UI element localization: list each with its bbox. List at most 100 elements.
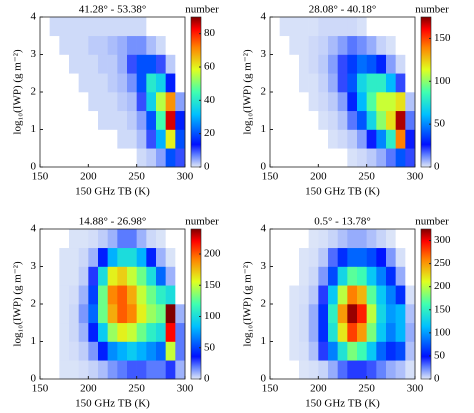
- heatmap-cell: [88, 304, 99, 324]
- heatmap-cell: [40, 285, 50, 305]
- y-tick-label: 3: [31, 260, 37, 272]
- x-tick-label: 150: [32, 383, 49, 395]
- heatmap-cell: [165, 54, 176, 74]
- heatmap-cell: [156, 341, 166, 361]
- heatmap-cell: [78, 129, 89, 149]
- heatmap-cell: [40, 35, 50, 55]
- heatmap-cell: [165, 110, 176, 130]
- heatmap-cell: [49, 341, 60, 361]
- heatmap-cell: [88, 17, 99, 37]
- x-tick-label: 200: [310, 383, 327, 395]
- y-tick-label: 1: [31, 123, 37, 135]
- heatmap-cell: [337, 247, 348, 267]
- y-axis-label: log₁₀(IWP) (g m⁻²): [12, 49, 24, 135]
- heatmap-cell: [88, 247, 99, 267]
- heatmap-cell: [175, 148, 186, 168]
- heatmap-cell: [107, 229, 118, 249]
- heatmap-cell: [299, 35, 309, 55]
- heatmap-cell: [136, 229, 147, 249]
- heatmap-cell: [357, 129, 367, 149]
- heatmap-cell: [279, 229, 290, 249]
- heatmap-cell: [136, 54, 147, 74]
- heatmap-cell: [59, 35, 70, 55]
- heatmap-cell: [279, 148, 290, 168]
- heatmap-cell: [395, 285, 406, 305]
- heatmap-cell: [357, 229, 367, 249]
- heatmap-cell: [405, 148, 416, 168]
- heatmap-cell: [165, 129, 176, 149]
- heatmap-cell: [289, 54, 300, 74]
- heatmap-cell: [318, 341, 329, 361]
- heatmap-cell: [78, 73, 89, 93]
- heatmap-cell: [376, 304, 387, 324]
- heatmap-cell: [175, 285, 186, 305]
- heatmap-cell: [328, 92, 338, 112]
- heatmap-cell: [78, 247, 89, 267]
- heatmap-cell: [49, 17, 60, 37]
- colorbar-tick-label: 150: [204, 279, 221, 291]
- heatmap-cell: [40, 304, 50, 324]
- y-axis-label: log₁₀(IWP) (g m⁻²): [12, 261, 24, 347]
- colorbar-tick-label: 0: [204, 161, 210, 173]
- heatmap-cell: [49, 266, 60, 286]
- heatmap-cell: [40, 148, 50, 168]
- heatmap-cell: [386, 247, 396, 267]
- x-tick-label: 250: [128, 383, 145, 395]
- heatmap-cell: [69, 73, 79, 93]
- heatmap-cell: [279, 341, 290, 361]
- heatmap-cell: [127, 92, 137, 112]
- heatmap-cell: [40, 110, 50, 130]
- heatmap-cell: [175, 304, 186, 324]
- heatmap-cell: [395, 229, 406, 249]
- heatmap-cell: [337, 54, 348, 74]
- heatmap-cell: [270, 341, 280, 361]
- heatmap-cell: [98, 110, 108, 130]
- heatmap-cell: [49, 285, 60, 305]
- heatmap-cell: [337, 35, 348, 55]
- heatmap-cell: [156, 35, 166, 55]
- heatmap-cell: [337, 92, 348, 112]
- heatmap-cell: [405, 129, 416, 149]
- y-tick-label: 1: [261, 335, 267, 347]
- heatmap-cell: [49, 229, 60, 249]
- x-axis-label: 150 GHz TB (K): [75, 186, 150, 198]
- heatmap-cell: [165, 148, 176, 168]
- colorbar-tick-label: 100: [434, 75, 451, 87]
- heatmap-cell: [289, 247, 300, 267]
- heatmap-cell: [40, 341, 50, 361]
- heatmap-cell: [405, 73, 416, 93]
- heatmap-cell: [357, 35, 367, 55]
- heatmap-cell: [357, 285, 367, 305]
- heatmap-cell: [357, 266, 367, 286]
- heatmap-cell: [337, 341, 348, 361]
- y-tick-label: 0: [261, 161, 267, 173]
- heatmap-cell: [117, 285, 128, 305]
- heatmap-cell: [318, 304, 329, 324]
- heatmap-cell: [59, 285, 70, 305]
- heatmap-cell: [175, 360, 186, 380]
- heatmap-cell: [175, 341, 186, 361]
- heatmap-cell: [156, 304, 166, 324]
- heatmap-cell: [299, 148, 309, 168]
- heatmap-cell: [386, 285, 396, 305]
- heatmap-cell: [136, 92, 147, 112]
- heatmap-cell: [156, 148, 166, 168]
- heatmap-cell: [270, 285, 280, 305]
- heatmap-cell: [98, 129, 108, 149]
- heatmap-cell: [347, 285, 358, 305]
- heatmap-cell: [98, 73, 108, 93]
- heatmap-cell: [88, 73, 99, 93]
- colorbar-tick-label: 20: [204, 127, 216, 139]
- heatmap-cell: [59, 247, 70, 267]
- heatmap-cell: [328, 322, 338, 342]
- heatmap-cell: [107, 341, 118, 361]
- heatmap-cell: [328, 17, 338, 37]
- heatmap-cell: [376, 341, 387, 361]
- heatmap-cell: [78, 304, 89, 324]
- heatmap-cell: [328, 341, 338, 361]
- heatmap-cell: [299, 92, 309, 112]
- heatmap-cell: [88, 266, 99, 286]
- heatmap-cell: [337, 17, 348, 37]
- heatmap-cell: [308, 73, 319, 93]
- heatmap-cell: [78, 110, 89, 130]
